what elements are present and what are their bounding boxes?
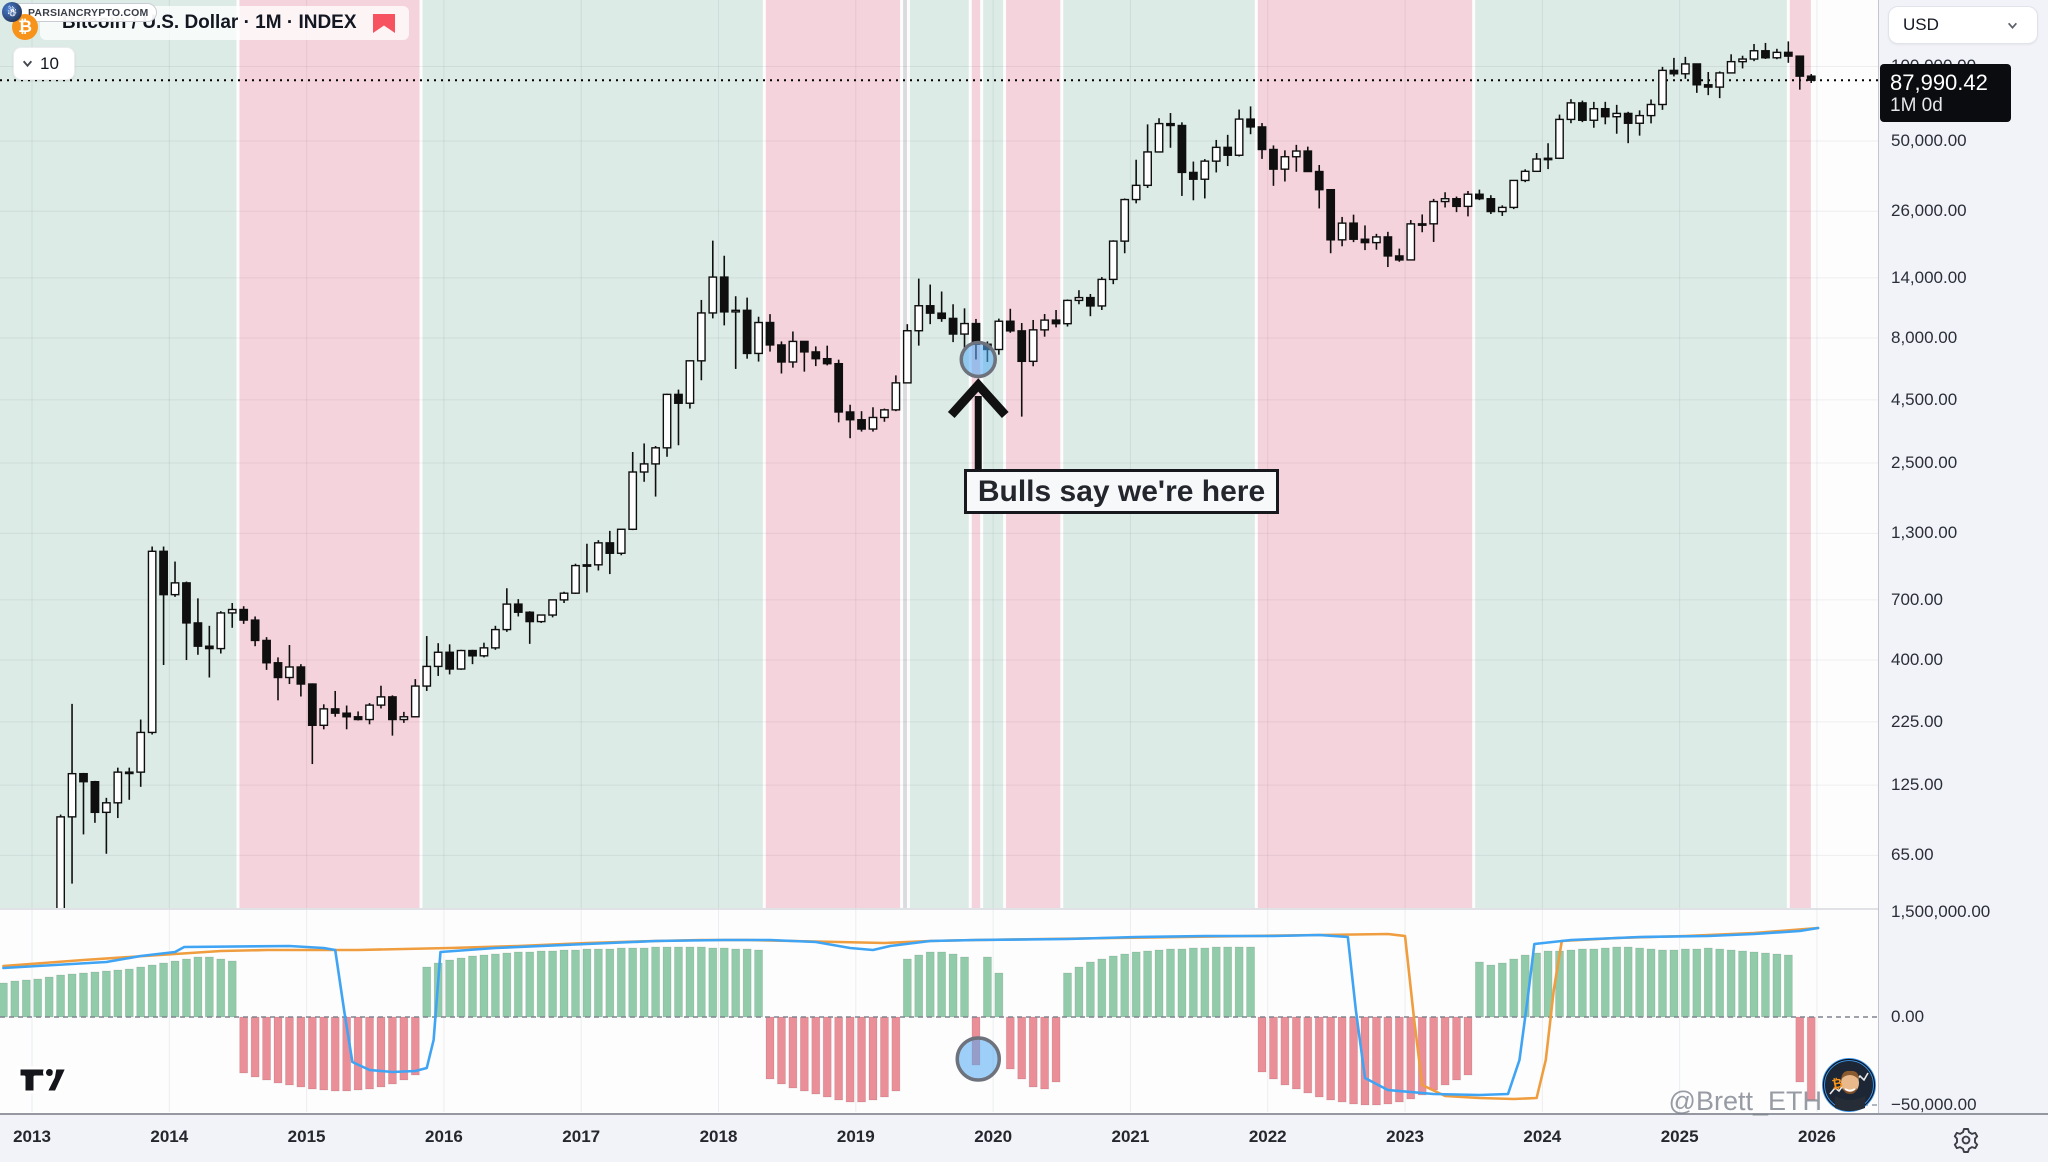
year-label: 2023	[1386, 1127, 1424, 1146]
gridlines	[0, 0, 1880, 1112]
indicator-lines	[2, 926, 1820, 1101]
price-tick-label: 700.00	[1891, 589, 1943, 609]
candlestick-series	[56, 41, 1816, 908]
current-price-label: 87,990.42 1M 0d	[1880, 64, 2011, 122]
flag-icon[interactable]	[372, 13, 395, 33]
year-label: 2025	[1660, 1127, 1699, 1146]
price-tick-label: 1,300.00	[1891, 523, 1958, 543]
currency-button[interactable]: USD	[1888, 6, 2038, 44]
price-tick-label: 2,500.00	[1891, 453, 1958, 473]
chevron-down-icon	[2007, 22, 2018, 29]
svg-text:₿: ₿	[1831, 1075, 1844, 1092]
year-label: 2024	[1523, 1127, 1562, 1146]
price-tick-label: 50,000.00	[1891, 131, 1967, 150]
indicator-tick-label: 0.00	[1891, 1007, 1925, 1026]
year-label: 2019	[836, 1127, 875, 1146]
indicator-setting-dropdown[interactable]: 10	[13, 47, 75, 80]
indicator-tick-label: 1,500,000.00	[1891, 902, 1991, 921]
year-label: 2021	[1111, 1127, 1150, 1146]
price-tick-label: 65.00	[1891, 845, 1934, 865]
year-label: 2016	[424, 1127, 463, 1146]
price-tick-label: 14,000.00	[1891, 267, 1967, 287]
author-avatar: ₿	[1822, 1058, 1876, 1112]
price-tick-label: 400.00	[1891, 650, 1943, 670]
chevron-down-icon	[22, 60, 33, 68]
fast-line	[2, 926, 1820, 1097]
indicator-setting-value: 10	[40, 53, 59, 73]
author-watermark: @Brett_ETH	[1668, 1086, 1822, 1116]
year-label: 2022	[1248, 1127, 1287, 1146]
year-label: 2026	[1798, 1127, 1836, 1146]
annotation-label[interactable]: Bulls say we're here	[964, 469, 1279, 514]
year-label: 2018	[699, 1127, 738, 1146]
indicator-tick-label: −50,000.00	[1891, 1095, 1977, 1114]
tradingview-logo-icon[interactable]	[16, 1064, 70, 1096]
watermark-pill: PARSIANCRYPTO.COM	[5, 3, 158, 22]
currency-label: USD	[1903, 15, 1939, 34]
annotation-drawings[interactable]	[947, 340, 1009, 1082]
price-tick-label: 225.00	[1891, 711, 1943, 731]
price-tick-label: 125.00	[1891, 775, 1943, 795]
arrow-head	[947, 378, 1009, 419]
current-price-value: 87,990.42	[1890, 70, 1988, 95]
year-label: 2014	[150, 1127, 189, 1146]
price-tick-label: 26,000.00	[1891, 201, 1967, 221]
regime-bands	[0, 0, 1811, 908]
bar-countdown: 1M 0d	[1890, 95, 1943, 117]
year-label: 2017	[562, 1127, 601, 1146]
price-tick-label: 4,500.00	[1891, 389, 1958, 409]
indicator-histogram	[0, 946, 1816, 1106]
time-axis[interactable]: 2013 2014 2015 2016 2017 2018 2019 2020 2021 2022…	[0, 1113, 2048, 1162]
highlight-circle-indicator[interactable]	[955, 1036, 1002, 1082]
year-label: 2020	[974, 1127, 1013, 1146]
settings-gear-icon[interactable]	[1952, 1126, 1980, 1154]
year-label: 2013	[13, 1127, 51, 1146]
price-tick-label: 8,000.00	[1891, 328, 1958, 347]
price-axis[interactable]: 100,000.0050,000.0026,000.0014,000.008,0…	[1878, 0, 2048, 1114]
parsiancrypto-logo-icon: ☃	[2, 2, 22, 22]
highlight-circle-price[interactable]	[959, 340, 998, 379]
year-label: 2015	[287, 1127, 326, 1146]
